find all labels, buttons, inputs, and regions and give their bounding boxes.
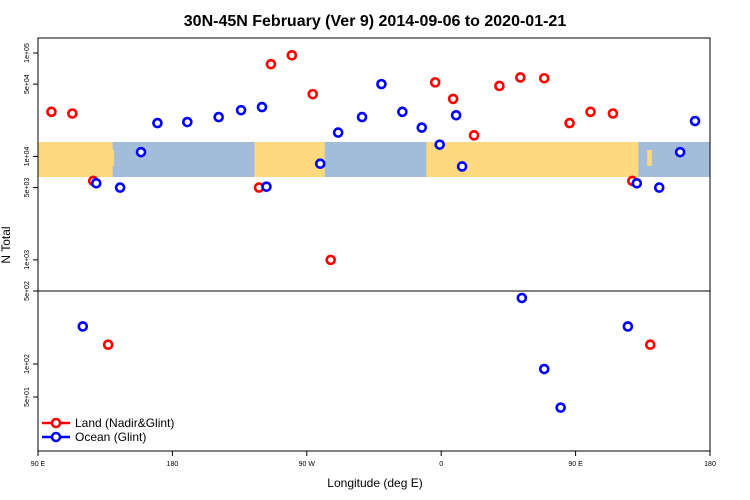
point-land: [67, 108, 78, 119]
point-ocean: [397, 106, 408, 118]
point-land: [447, 93, 459, 105]
point-land: [102, 339, 114, 350]
point-ocean: [152, 117, 163, 129]
point-ocean: [77, 321, 89, 332]
point-ocean: [356, 111, 368, 123]
y-tick-label: 1e+05: [24, 43, 31, 63]
point-ocean: [213, 111, 224, 123]
legend-label-land: Land (Nadir&Glint): [75, 416, 174, 430]
point-ocean: [631, 177, 643, 189]
chart-title: 30N-45N February (Ver 9) 2014-09-06 to 2…: [184, 13, 567, 30]
y-axis-ticks: 1e+05 5e+04 1e+04 5e+03 1e+03 5e+02 1e+02 5e+01: [24, 43, 38, 407]
point-ocean: [653, 182, 665, 193]
y-tick-label: 5e+01: [24, 387, 31, 407]
x-tick-label: 180: [704, 461, 716, 468]
point-ocean: [450, 109, 462, 121]
point-ocean: [332, 127, 344, 138]
point-land: [585, 106, 596, 118]
plot-frame: [37, 37, 711, 452]
point-land: [307, 88, 319, 100]
point-land: [468, 130, 480, 141]
point-ocean: [416, 122, 428, 133]
y-tick-label: 1e+02: [24, 354, 31, 374]
legend-label-ocean: Ocean (Glint): [75, 430, 146, 444]
point-land: [564, 117, 575, 129]
y-tick-label: 1e+04: [24, 147, 31, 167]
point-land: [494, 80, 505, 92]
x-tick-label: 180: [167, 461, 179, 468]
land-europe-asia: [426, 142, 639, 177]
map-band: [38, 142, 710, 177]
x-tick-label: 90 E: [568, 461, 583, 468]
y-axis-label: N Total: [0, 226, 13, 263]
y-tick-label: 5e+02: [24, 281, 31, 301]
x-tick-label: 90 E: [31, 461, 46, 468]
legend-swatch-marker-land: [50, 417, 62, 429]
y-tick-label: 1e+03: [24, 250, 31, 270]
land-asia-west: [38, 142, 113, 177]
point-land: [265, 58, 277, 70]
data-points: [46, 50, 701, 413]
point-ocean: [622, 321, 634, 332]
x-tick-label: 90 W: [299, 461, 316, 468]
point-ocean: [90, 177, 102, 189]
legend: Land (Nadir&Glint) Ocean (Glint): [42, 416, 174, 444]
y-tick-label: 5e+04: [24, 74, 31, 94]
point-ocean: [261, 181, 272, 192]
x-tick-label: 0: [439, 461, 443, 468]
land-japan-east: [647, 150, 652, 166]
point-ocean: [182, 116, 193, 128]
point-ocean: [434, 139, 446, 150]
point-ocean: [314, 158, 326, 170]
land-japan-west: [109, 150, 115, 166]
x-axis-label: Longitude (deg E): [327, 476, 422, 490]
point-ocean: [689, 115, 701, 127]
point-land: [286, 50, 298, 61]
point-ocean: [456, 161, 468, 172]
point-ocean: [376, 78, 387, 90]
point-ocean: [674, 146, 686, 158]
x-axis-ticks: 90 E 180 90 W 0 90 E 180: [31, 451, 716, 468]
point-ocean: [555, 402, 566, 413]
point-land: [429, 77, 441, 88]
point-land: [46, 106, 57, 118]
point-land: [538, 72, 550, 84]
legend-swatch-marker-ocean: [50, 431, 62, 443]
point-land: [644, 339, 656, 350]
point-ocean: [256, 101, 268, 113]
y-tick-label: 5e+03: [24, 178, 31, 198]
land-north-america: [254, 142, 325, 177]
point-ocean: [114, 182, 126, 193]
point-land: [607, 108, 619, 119]
point-ocean: [135, 146, 147, 158]
point-ocean: [516, 292, 528, 304]
point-ocean: [538, 363, 550, 375]
point-land: [325, 254, 336, 266]
point-land: [515, 72, 526, 83]
point-ocean: [235, 104, 247, 116]
